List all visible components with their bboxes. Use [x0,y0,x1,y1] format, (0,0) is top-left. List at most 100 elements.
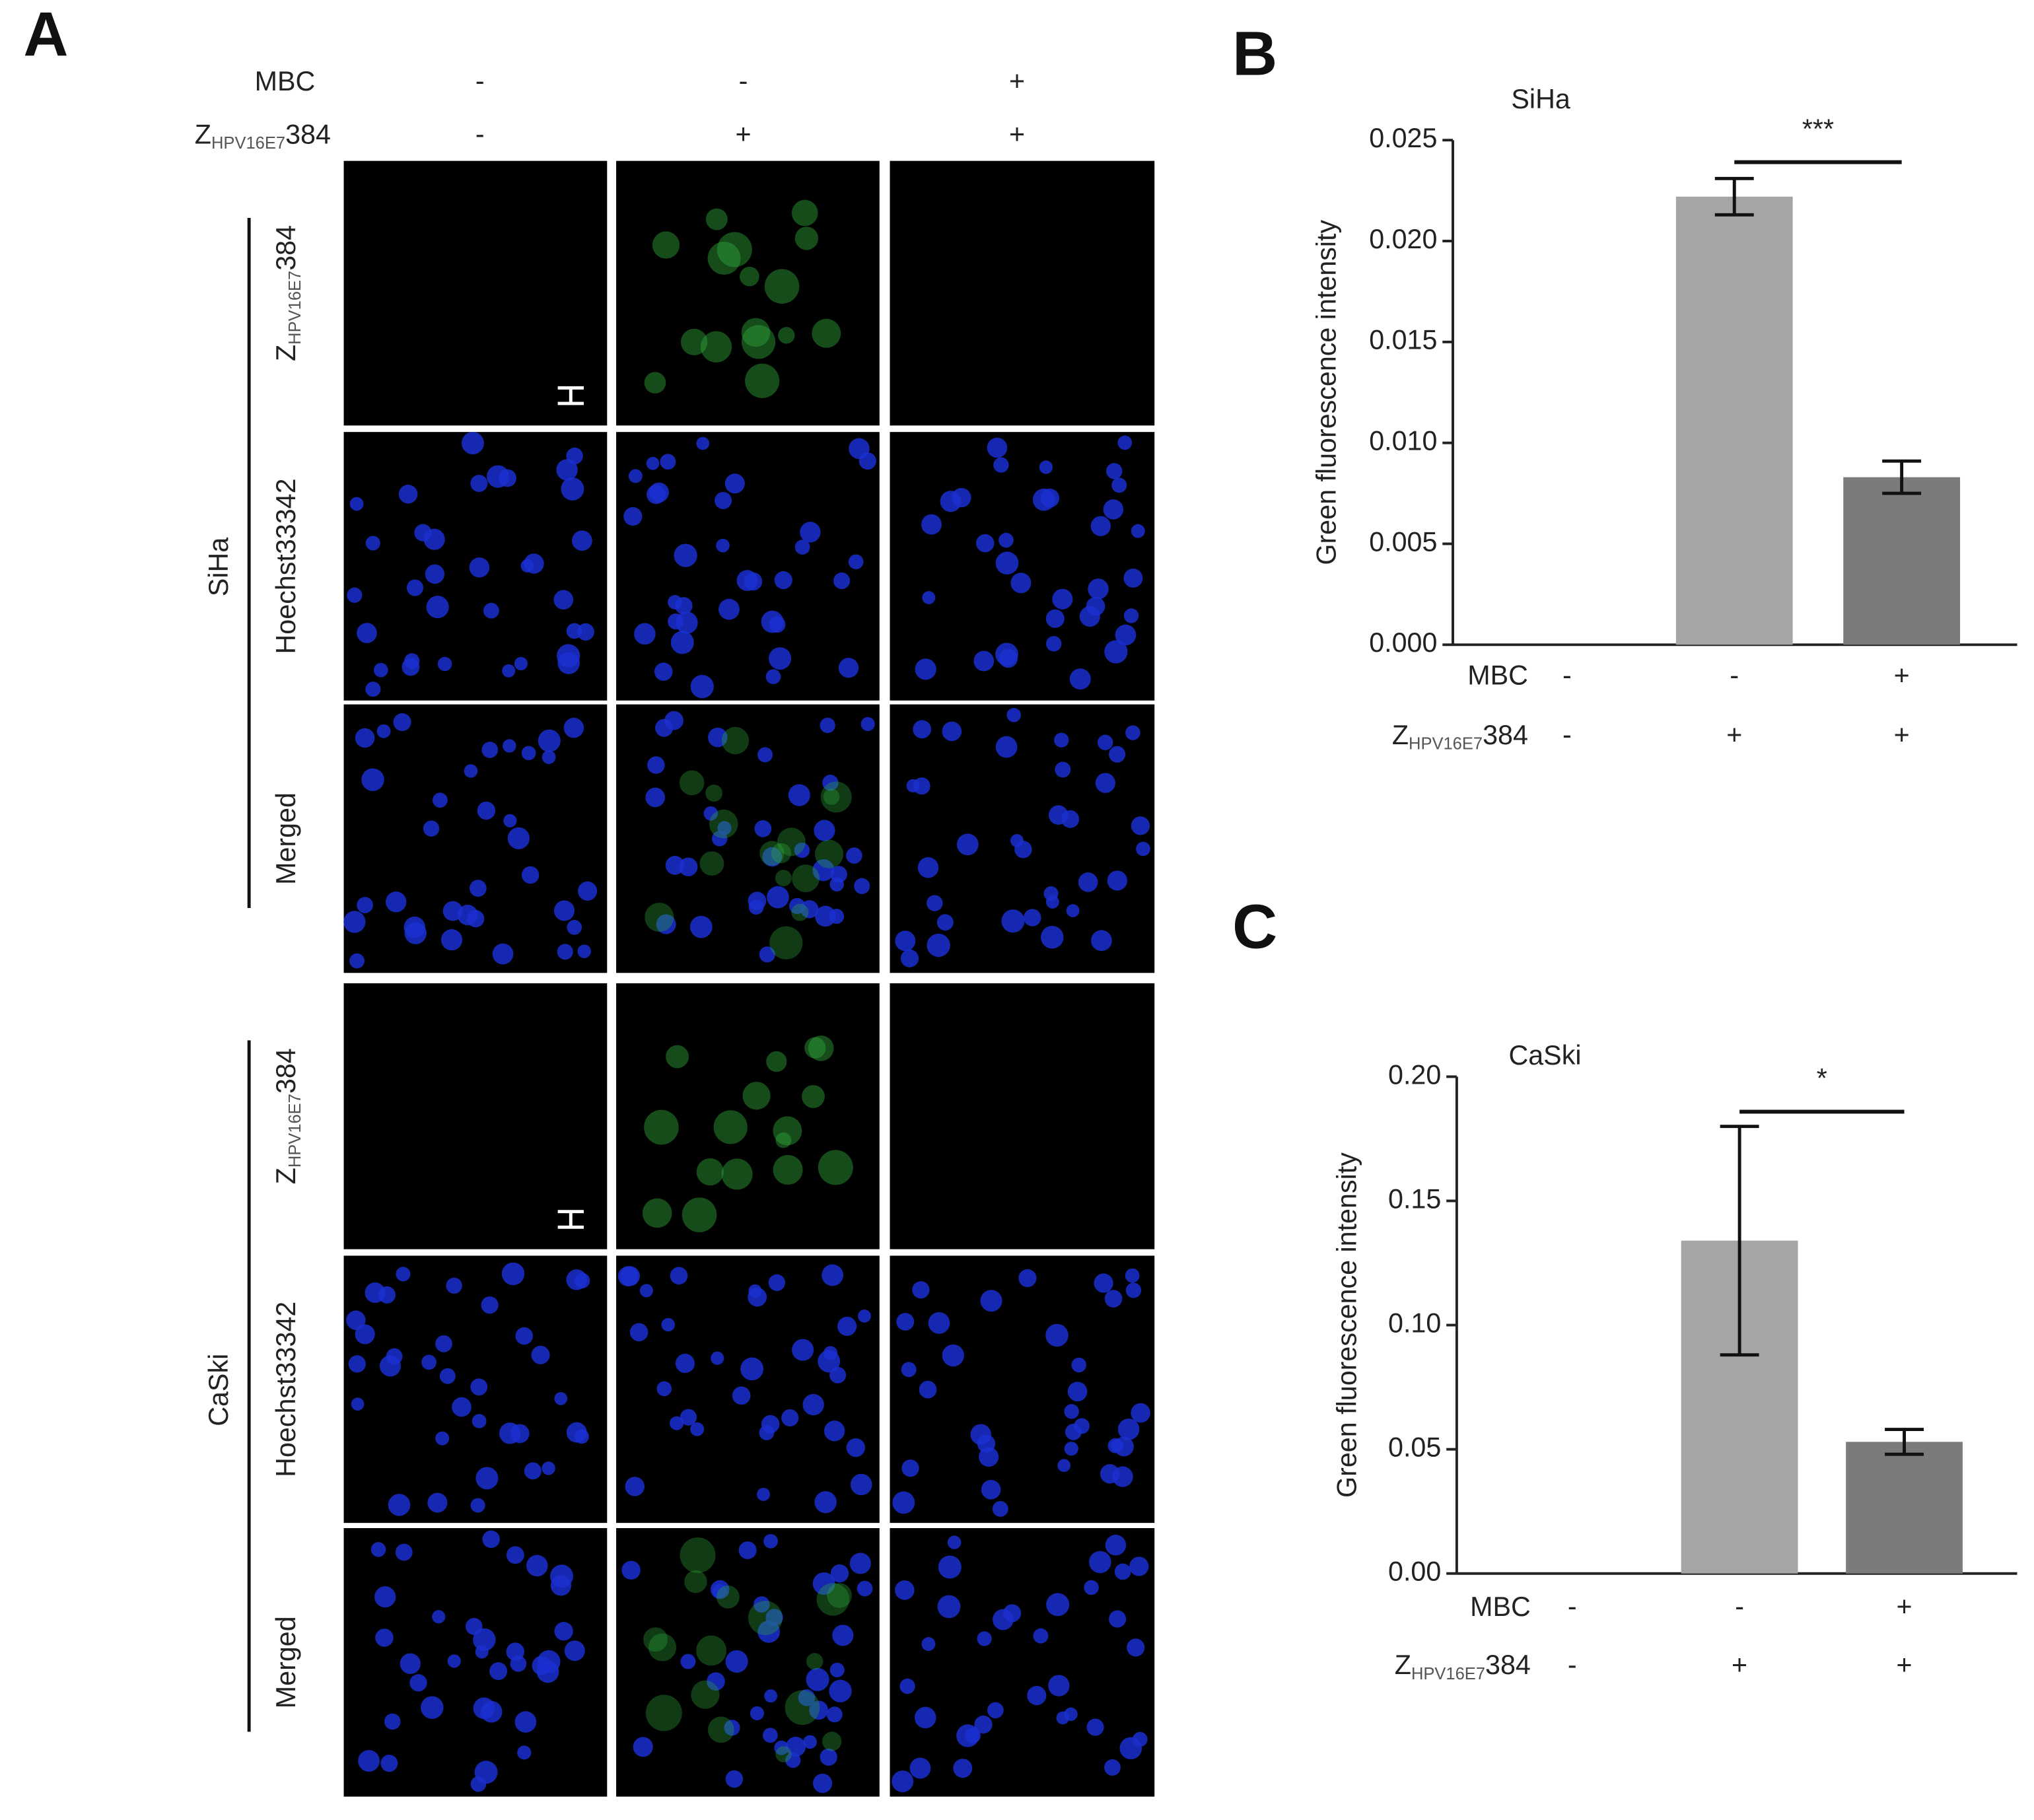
y-tick-label: 0.20 [1388,1059,1441,1090]
y-tick-label: 0.00 [1388,1557,1441,1587]
condition-label-main: MBC [255,66,316,96]
nucleus [774,571,792,590]
nucleus [1071,1357,1086,1373]
nucleus [1131,816,1150,835]
nucleus [1061,810,1080,828]
nucleus [1091,930,1112,952]
micrograph [343,983,608,1249]
nucleus [938,1555,962,1579]
nucleus [1117,435,1133,450]
nucleus [646,456,660,470]
nucleus [803,1735,817,1749]
green-signal [766,1051,787,1072]
channel-label: Hoechst33342 [271,1302,301,1477]
green-signal [684,1570,707,1593]
channel-label: Merged [271,792,301,885]
micrograph [890,983,1155,1249]
nucleus [757,1620,781,1643]
nucleus [1086,1718,1104,1736]
nucleus [475,1645,489,1659]
nucleus [1097,734,1113,750]
nucleus [680,1409,697,1426]
green-signal [707,1716,734,1743]
nucleus [470,1498,485,1513]
nucleus [936,914,954,931]
green-signal [814,839,844,868]
nucleus [470,1378,488,1396]
green-signal [645,1695,682,1732]
nucleus [656,914,676,934]
y-axis-label: Green fluorescence intensity [1332,1152,1362,1498]
nucleus [973,650,995,672]
nucleus [947,1535,962,1549]
y-axis-label: Green fluorescence intensity [1311,219,1341,565]
nucleus [829,877,844,892]
condition-sign: - [475,66,485,96]
nucleus [754,820,772,837]
condition-label-tail: 384 [1483,720,1528,750]
nucleus [992,1501,1008,1517]
green-signal [759,841,785,866]
nucleus [814,820,835,841]
nucleus [656,1381,672,1397]
nucleus [1127,1638,1145,1657]
condition-sign: + [1894,660,1910,690]
green-signal [808,1035,834,1061]
nucleus [1041,925,1064,949]
nucleus [370,1542,386,1557]
green-signal [775,1746,792,1763]
y-tick-label: 0.020 [1369,224,1437,254]
nucleus [1010,573,1032,594]
nucleus [759,946,775,963]
channel-label-main: Z [271,1168,301,1184]
nucleus [1018,1269,1037,1288]
micrograph [616,983,880,1249]
nucleus [439,1368,456,1384]
nucleus [668,613,684,630]
nucleus [815,905,836,927]
nucleus [1006,707,1022,722]
green-signal [716,1585,740,1609]
nucleus [1079,606,1100,627]
nucleus [824,1420,845,1442]
nucleus [812,1773,833,1794]
green-signal [827,1583,852,1608]
nucleus [470,1776,487,1792]
nucleus [781,1409,799,1427]
nucleus [680,1654,696,1669]
nucleus [654,662,673,681]
nucleus [538,729,561,752]
green-signal [823,788,840,805]
nucleus [708,727,728,748]
nucleus [564,1640,585,1662]
green-signal [764,269,800,304]
nucleus [483,602,499,619]
nucleus [520,559,534,573]
channel-label-main: Z [271,345,301,361]
nucleus [563,717,584,738]
nucleus [832,1625,854,1646]
nucleus [577,944,591,958]
nucleus [577,623,594,641]
condition-label-tail: 384 [285,119,331,149]
nucleus [993,1609,1014,1630]
nucleus [1104,1290,1123,1308]
nucleus [357,897,373,913]
nucleus [437,656,452,672]
nucleus [800,900,819,919]
green-signal [816,1583,850,1616]
nucleus [674,543,697,567]
nucleus [1112,1466,1133,1487]
nucleus [675,1353,695,1374]
chart-title: SiHa [1511,84,1570,114]
nucleus [517,1745,532,1760]
nucleus [348,1355,366,1373]
condition-label-main: Z [195,119,211,149]
nucleus [398,485,418,504]
nucleus [1048,1675,1070,1697]
channel-label-main: Merged [271,792,301,885]
nucleus [822,775,839,791]
nucleus [1136,841,1150,857]
nucleus [833,572,851,590]
nucleus [1123,568,1143,588]
